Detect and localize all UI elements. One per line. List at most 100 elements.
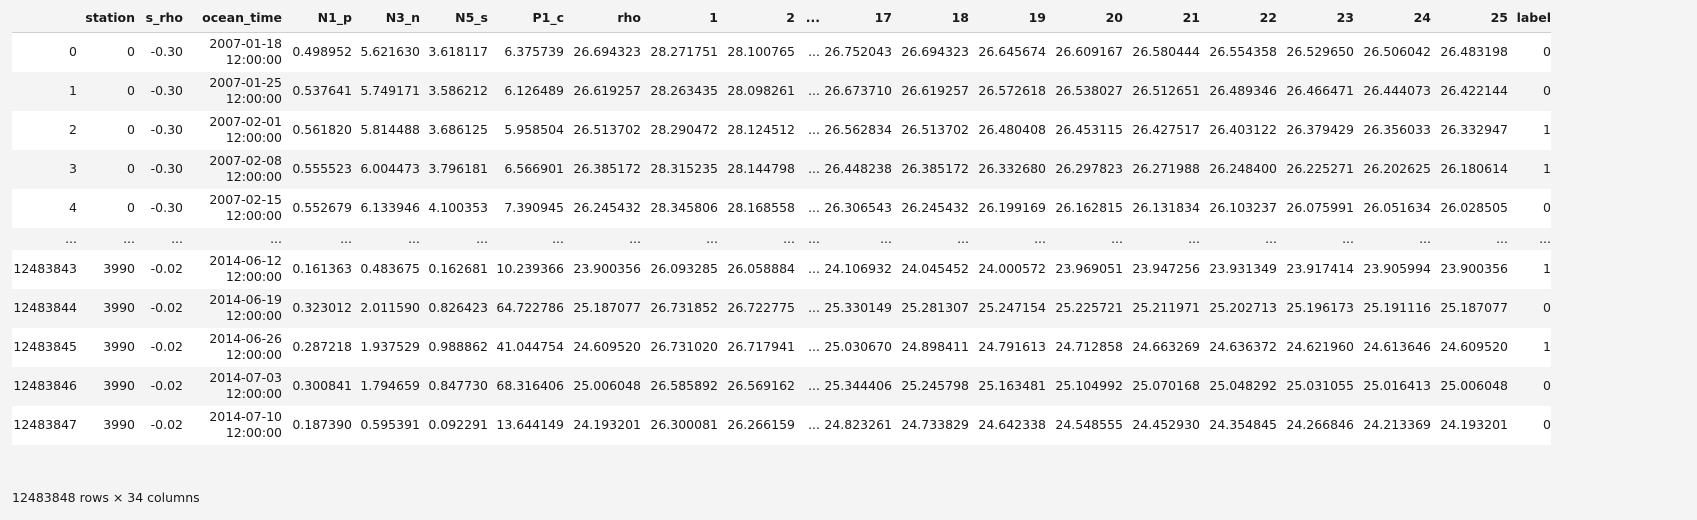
table-row: 0 0 -0.30 2007-01-18 12:00:00 0.498952 5.62163… [12,32,1551,72]
row-index: 3 [69,161,77,176]
cell-c21: 26.271988 [1132,161,1200,176]
cell-date: 2007-01-25 [209,75,282,90]
row-index: 1 [69,83,77,98]
cell-station: 3990 [103,378,135,393]
cell-rho: 26.513702 [573,122,641,137]
cell-s_rho: -0.02 [150,300,183,315]
cell-s_rho: -0.30 [150,200,183,215]
cell-N1_p: ... [340,230,352,246]
cell-c1: 26.731852 [650,300,718,315]
column-header: rho [564,4,641,33]
cell-ell: ... [808,44,820,60]
cell-N5_s: 3.686125 [428,122,488,137]
cell-station: 0 [127,44,135,60]
cell-c24: 26.444073 [1363,83,1431,98]
cell-N3_n: 0.595391 [360,417,420,432]
cell-N3_n: ... [408,230,420,246]
column-header: 19 [969,4,1046,33]
row-index: 12483844 [13,300,77,315]
cell-ell: ... [808,200,820,215]
cell-ocean-time: 2007-02-01 12:00:00 [183,111,282,150]
column-header: ... [795,4,820,33]
cell-P1_c: 13.644149 [496,417,564,432]
cell-c17: 25.330149 [824,300,892,315]
cell-c21: 23.947256 [1132,261,1200,276]
cell-time: 12:00:00 [225,425,282,440]
table-body: 0 0 -0.30 2007-01-18 12:00:00 0.498952 5.62163… [12,32,1551,445]
cell-ell: ... [808,230,820,246]
cell-time: 12:00:00 [225,347,282,362]
cell-ell: ... [808,161,820,176]
table-row: 4 0 -0.30 2007-02-15 12:00:00 0.552679 6.13394… [12,188,1551,228]
table-row: 12483845 3990 -0.02 2014-06-26 12:00:00 0.287… [12,327,1551,367]
cell-c19: 24.642338 [978,417,1046,432]
cell-c22: 24.354845 [1209,417,1277,432]
cell-c17: 26.448238 [824,161,892,176]
column-header: 23 [1277,4,1354,33]
table-row: 2 0 -0.30 2007-02-01 12:00:00 0.561820 5.81448… [12,110,1551,150]
cell-N1_p: 0.537641 [292,83,352,98]
cell-date: 2014-06-19 [209,292,282,307]
cell-N3_n: 6.004473 [360,161,420,176]
cell-label: 0 [1543,378,1551,393]
cell-N5_s: 0.988862 [428,339,488,354]
cell-c25: 24.609520 [1440,339,1508,354]
cell-rho: 25.006048 [573,378,641,393]
cell-c20: 24.712858 [1055,339,1123,354]
cell-c19: 26.480408 [978,122,1046,137]
column-header: 1 [641,4,718,33]
cell-c18: 26.385172 [901,161,969,176]
cell-c21: 24.663269 [1132,339,1200,354]
cell-c1: 26.731020 [650,339,718,354]
table-row: 12483843 3990 -0.02 2014-06-12 12:00:00 0.161… [12,249,1551,289]
cell-c2: 28.100765 [727,44,795,60]
cell-c23: 26.379429 [1286,122,1354,137]
cell-c21: 26.131834 [1132,200,1200,215]
cell-c23: 23.917414 [1286,261,1354,276]
cell-ell: ... [808,339,820,354]
column-header: label [1508,4,1551,33]
cell-c19: 24.000572 [978,261,1046,276]
cell-c21: 26.580444 [1132,44,1200,60]
cell-label: 0 [1543,83,1551,98]
row-index: 12483845 [13,339,77,354]
cell-c20: 25.104992 [1055,378,1123,393]
cell-c23: 26.225271 [1286,161,1354,176]
cell-ocean-time: 2014-06-19 12:00:00 [183,289,282,328]
cell-P1_c: 41.044754 [496,339,564,354]
cell-s_rho: -0.02 [150,378,183,393]
cell-ell: ... [808,83,820,98]
cell-c22: 26.103237 [1209,200,1277,215]
cell-c19: 26.572618 [978,83,1046,98]
cell-c21: 25.211971 [1132,300,1200,315]
cell-c25: 26.483198 [1440,44,1508,60]
cell-label: 1 [1543,339,1551,354]
cell-date: 2014-06-26 [209,331,282,346]
cell-label: ... [1539,230,1551,246]
row-index: 4 [69,200,77,215]
row-index: 2 [69,122,77,137]
cell-ocean-time: 2007-02-15 12:00:00 [183,189,282,228]
cell-c2: 26.717941 [727,339,795,354]
cell-date: 2007-01-18 [209,36,282,52]
cell-c17: 25.344406 [824,378,892,393]
column-header: 21 [1123,4,1200,33]
cell-c18: 24.898411 [901,339,969,354]
cell-N3_n: 5.621630 [360,44,420,60]
cell-ocean-time: 2014-06-26 12:00:00 [183,328,282,367]
cell-c1: 26.300081 [650,417,718,432]
cell-P1_c: 10.239366 [496,261,564,276]
cell-c24: 24.613646 [1363,339,1431,354]
cell-rho: 25.187077 [573,300,641,315]
cell-label: 1 [1543,122,1551,137]
cell-rho: ... [629,230,641,246]
row-index: ... [65,230,77,246]
dataframe-table: station s_rho ocean_time N1_p N3_n N5_s P1_c rh… [12,4,1551,445]
cell-c21: 26.427517 [1132,122,1200,137]
cell-station: 3990 [103,300,135,315]
cell-c17: ... [880,230,892,246]
cell-c22: 23.931349 [1209,261,1277,276]
cell-c23: 25.031055 [1286,378,1354,393]
cell-N1_p: 0.287218 [292,339,352,354]
